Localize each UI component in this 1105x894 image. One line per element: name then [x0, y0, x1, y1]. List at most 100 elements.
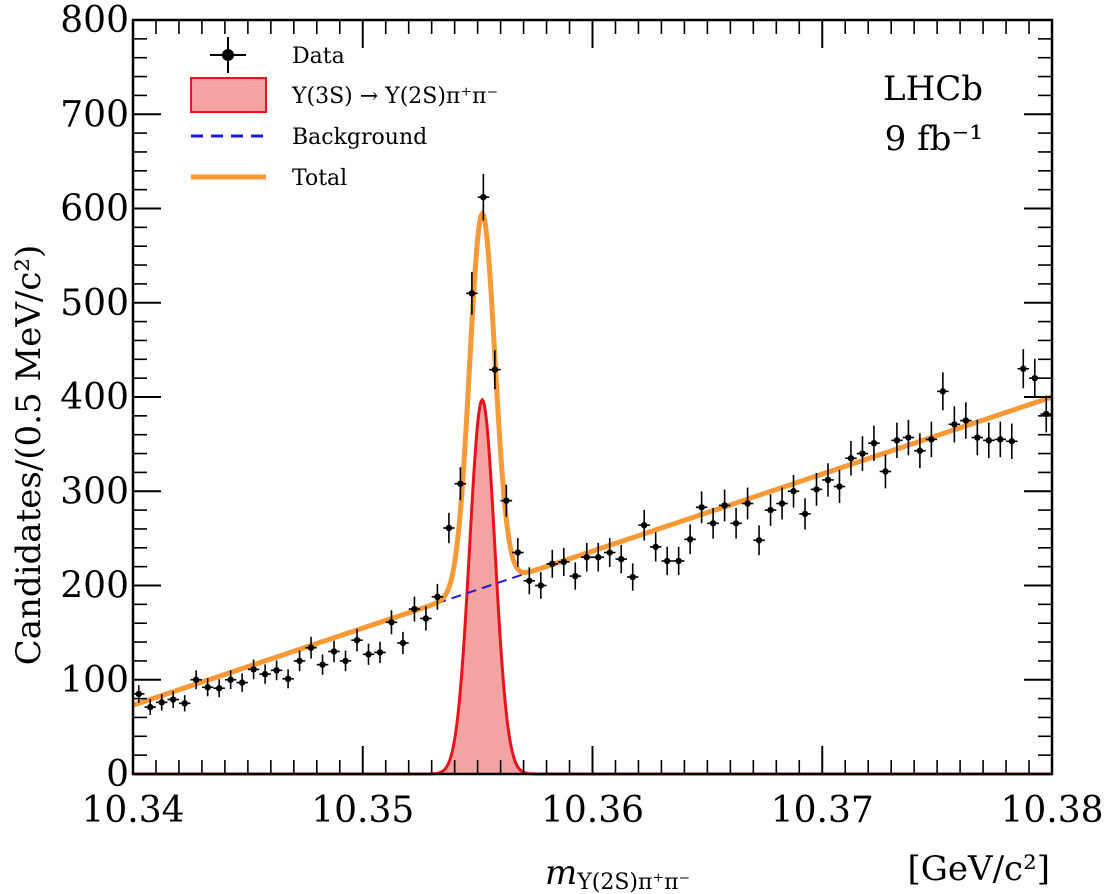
y-axis-title: Candidates/(0.5 MeV/c²) [9, 245, 49, 666]
data-point-marker [744, 500, 751, 507]
data-point-marker [422, 615, 430, 622]
data-point [339, 650, 352, 672]
data-point [914, 433, 926, 469]
data-point-marker [192, 676, 200, 683]
y-tick-label: 600 [60, 189, 129, 230]
data-point-marker [181, 700, 188, 707]
data-point-marker [319, 661, 326, 668]
legend-entry: Υ(3S) → Υ(2S)π⁺π⁻ [190, 77, 498, 113]
data-point [190, 670, 202, 690]
data-point [466, 272, 478, 315]
legend-label: Background [292, 125, 427, 150]
data-point-marker [859, 450, 866, 457]
data-point [293, 650, 306, 672]
data-point [1006, 423, 1018, 460]
data-point [201, 678, 214, 697]
data-point-marker [434, 593, 441, 601]
data-point-marker [1031, 374, 1038, 382]
data-point [569, 562, 582, 590]
data-point-marker [721, 502, 728, 509]
x-tick-label: 10.38 [1000, 790, 1103, 831]
data-point-marker [238, 679, 246, 686]
data-point-marker [330, 648, 338, 655]
data-point-marker [296, 657, 303, 665]
data-point [661, 546, 673, 576]
data-point-marker [158, 699, 165, 706]
experiment-label: LHCb [883, 69, 983, 109]
data-point [615, 544, 627, 574]
data-point [799, 498, 811, 530]
data-point-marker [526, 577, 533, 584]
data-point-marker [652, 543, 659, 551]
data-point-marker [411, 605, 418, 613]
luminosity-label: 9 fb⁻¹ [885, 119, 983, 159]
data-point [558, 547, 570, 577]
data-point-marker [342, 657, 349, 665]
data-point-marker [353, 636, 361, 644]
data-point [626, 563, 639, 591]
data-point [512, 538, 524, 567]
tick-layer: 10.34 10.35 10.36 10.37 10.38 0 100 200 300 400 50… [60, 0, 1103, 831]
legend: Data Υ(3S) → Υ(2S)π⁺π⁻ Background Total [190, 37, 498, 191]
data-point [489, 350, 501, 390]
data-point [443, 512, 455, 544]
data-point-marker [503, 497, 510, 504]
data-point-marker [572, 572, 579, 580]
data-point-marker [813, 486, 820, 493]
data-point [316, 654, 329, 675]
data-point [351, 628, 363, 652]
data-point-marker [928, 436, 935, 443]
data-point [649, 532, 662, 562]
data-point [684, 524, 696, 555]
x-tick-label: 10.34 [81, 790, 184, 831]
legend-swatch-data [222, 49, 234, 61]
data-point-marker [939, 388, 947, 395]
data-point-marker [595, 554, 602, 561]
data-point [397, 631, 409, 655]
data-point [167, 691, 179, 708]
data-point [133, 685, 145, 703]
data-point [764, 494, 777, 526]
data-point [845, 441, 857, 476]
data-point [868, 425, 880, 461]
data-point-marker [824, 476, 832, 484]
data-point-marker [204, 684, 211, 691]
data-point-marker [974, 434, 981, 441]
data-point-marker [698, 504, 705, 511]
data-point-marker [457, 480, 464, 487]
data-point [776, 487, 788, 520]
data-point-marker [893, 437, 901, 444]
data-point-marker [399, 639, 407, 647]
data-point [741, 487, 754, 520]
data-point-marker [388, 619, 395, 626]
data-point [282, 669, 294, 689]
data-point-marker [997, 436, 1004, 443]
data-point [374, 641, 386, 664]
data-point [891, 422, 903, 459]
data-point [810, 472, 823, 506]
data-point [178, 695, 191, 712]
data-point-marker [629, 573, 636, 581]
data-point [236, 673, 248, 692]
legend-entry: Background [191, 125, 427, 150]
data-point [1029, 358, 1041, 398]
data-point [718, 489, 731, 522]
x-axis-subscript: Υ(2S)π⁺π⁻ [576, 870, 690, 894]
data-point [925, 421, 938, 458]
data-point [902, 419, 915, 456]
data-point [546, 549, 559, 578]
y-tick-label: 700 [60, 94, 129, 135]
x-axis-unit: [GeV/c²] [908, 849, 1051, 889]
data-point [879, 454, 892, 489]
data-point [259, 664, 271, 684]
data-point [362, 643, 375, 665]
data-point-marker [675, 557, 682, 565]
y-tick-label: 800 [60, 0, 129, 41]
data-layer [133, 173, 1052, 716]
data-point-marker [583, 554, 590, 561]
data-point [535, 572, 547, 599]
data-point [833, 470, 846, 503]
data-point-marker [767, 506, 774, 514]
